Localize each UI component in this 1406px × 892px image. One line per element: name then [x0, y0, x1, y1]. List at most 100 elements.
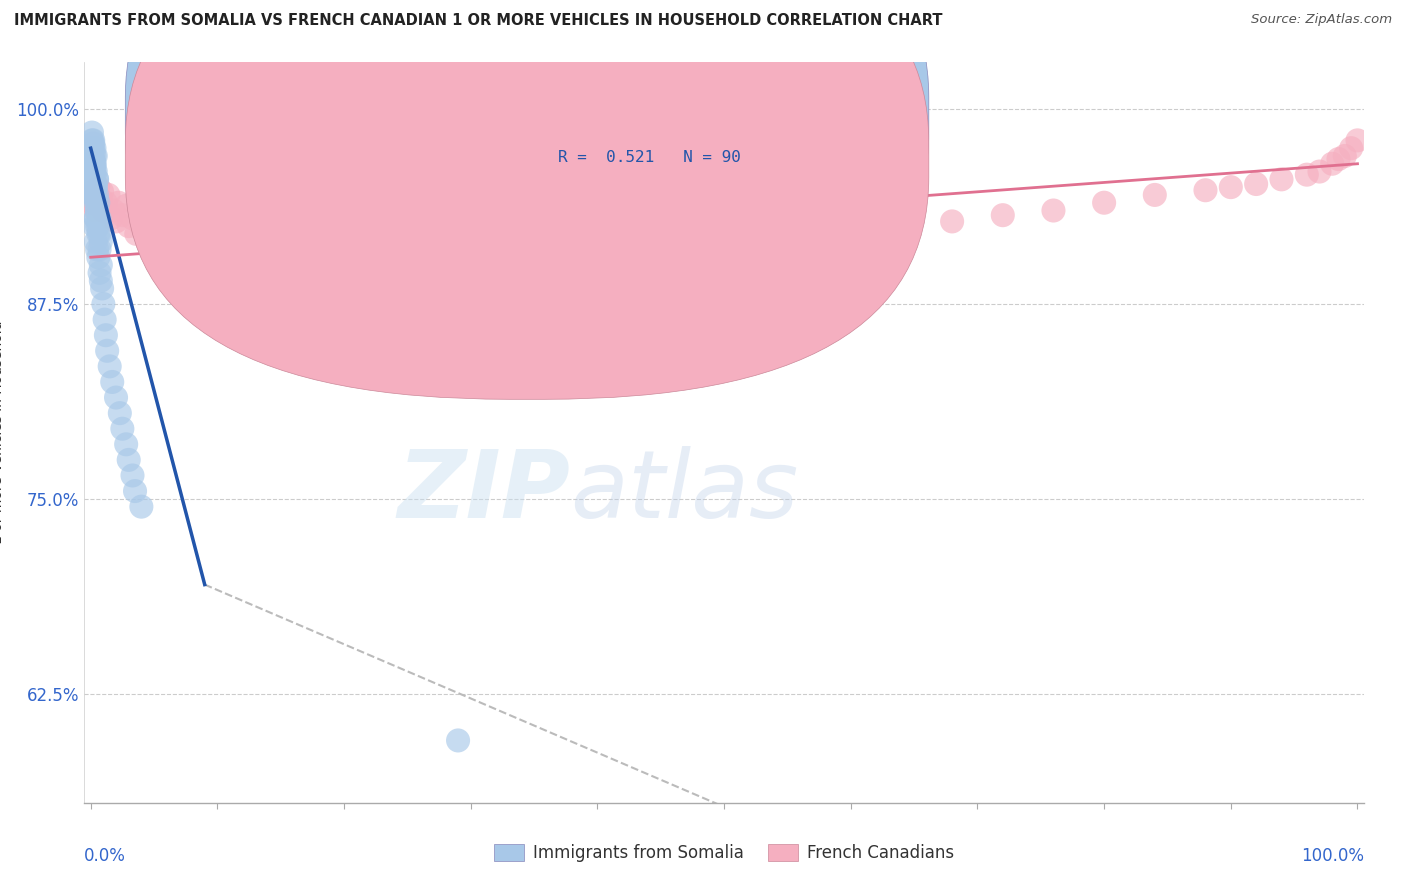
- Point: [83, 219, 105, 233]
- Point: [1295, 168, 1317, 182]
- Point: [80, 176, 103, 190]
- Point: [94, 328, 117, 343]
- Point: [83, 164, 105, 178]
- Point: [131, 219, 153, 233]
- Point: [1219, 180, 1241, 194]
- Point: [87, 219, 110, 233]
- Point: [1333, 149, 1355, 163]
- Point: [510, 286, 533, 301]
- Point: [485, 297, 508, 311]
- Point: [84, 195, 107, 210]
- Point: [82, 141, 104, 155]
- Point: [115, 437, 138, 451]
- Point: [94, 195, 117, 210]
- Point: [1320, 157, 1343, 171]
- Point: [409, 305, 432, 319]
- Point: [82, 152, 104, 166]
- Point: [125, 227, 148, 241]
- Point: [83, 157, 105, 171]
- Point: [100, 211, 122, 226]
- Text: Source: ZipAtlas.com: Source: ZipAtlas.com: [1251, 13, 1392, 27]
- Point: [93, 312, 115, 326]
- Point: [89, 199, 111, 213]
- Point: [83, 176, 105, 190]
- Point: [121, 468, 143, 483]
- Point: [574, 266, 596, 280]
- Point: [384, 301, 406, 316]
- Point: [87, 180, 110, 194]
- Point: [111, 422, 134, 436]
- Point: [89, 227, 111, 241]
- Point: [118, 219, 141, 233]
- Point: [472, 293, 495, 307]
- Point: [82, 183, 104, 197]
- Point: [308, 312, 330, 326]
- Point: [145, 227, 167, 241]
- Point: [84, 149, 107, 163]
- Point: [82, 168, 104, 182]
- Point: [447, 293, 470, 307]
- Point: [1270, 172, 1292, 186]
- Point: [333, 305, 356, 319]
- Point: [321, 297, 343, 311]
- Point: [93, 297, 115, 311]
- Point: [150, 239, 173, 253]
- Point: [1327, 152, 1350, 166]
- Point: [1042, 203, 1064, 218]
- Point: [548, 277, 571, 291]
- Point: [87, 250, 110, 264]
- Point: [890, 219, 912, 233]
- Point: [141, 235, 163, 249]
- Point: [789, 230, 811, 244]
- Point: [1092, 195, 1115, 210]
- Point: [84, 203, 107, 218]
- Point: [162, 235, 184, 249]
- Text: IMMIGRANTS FROM SOMALIA VS FRENCH CANADIAN 1 OR MORE VEHICLES IN HOUSEHOLD CORRE: IMMIGRANTS FROM SOMALIA VS FRENCH CANADI…: [14, 13, 942, 29]
- Point: [1340, 141, 1362, 155]
- Point: [87, 227, 110, 241]
- Text: 100.0%: 100.0%: [1301, 847, 1364, 865]
- Point: [991, 208, 1014, 222]
- Text: R = -0.448   N = 75: R = -0.448 N = 75: [558, 105, 741, 120]
- Point: [91, 185, 114, 199]
- Point: [82, 188, 104, 202]
- Point: [121, 211, 143, 226]
- Point: [80, 133, 103, 147]
- Point: [536, 274, 558, 288]
- Point: [89, 266, 111, 280]
- Point: [90, 235, 112, 249]
- Text: 0.0%: 0.0%: [84, 847, 127, 865]
- Point: [83, 191, 105, 205]
- Point: [194, 250, 217, 264]
- Point: [83, 188, 105, 202]
- Point: [523, 281, 546, 295]
- Point: [115, 199, 138, 213]
- Point: [86, 243, 108, 257]
- Point: [86, 203, 108, 218]
- Point: [187, 266, 209, 280]
- Point: [80, 145, 103, 159]
- Point: [80, 170, 103, 185]
- Point: [295, 305, 318, 319]
- Point: [84, 164, 107, 178]
- Point: [86, 191, 108, 205]
- Point: [586, 261, 609, 276]
- Point: [90, 274, 112, 288]
- Point: [84, 211, 107, 226]
- Point: [612, 258, 634, 272]
- Point: [80, 195, 103, 210]
- Point: [200, 261, 222, 276]
- Point: [169, 243, 191, 257]
- Point: [422, 297, 444, 311]
- Point: [270, 289, 292, 303]
- Point: [80, 183, 103, 197]
- Point: [82, 164, 104, 178]
- Point: [93, 203, 115, 218]
- Text: ZIP: ZIP: [398, 446, 571, 538]
- Text: R =  0.521   N = 90: R = 0.521 N = 90: [558, 150, 741, 165]
- Text: atlas: atlas: [571, 446, 799, 537]
- Point: [83, 189, 105, 203]
- Point: [118, 453, 141, 467]
- Point: [131, 500, 153, 514]
- Point: [86, 203, 108, 218]
